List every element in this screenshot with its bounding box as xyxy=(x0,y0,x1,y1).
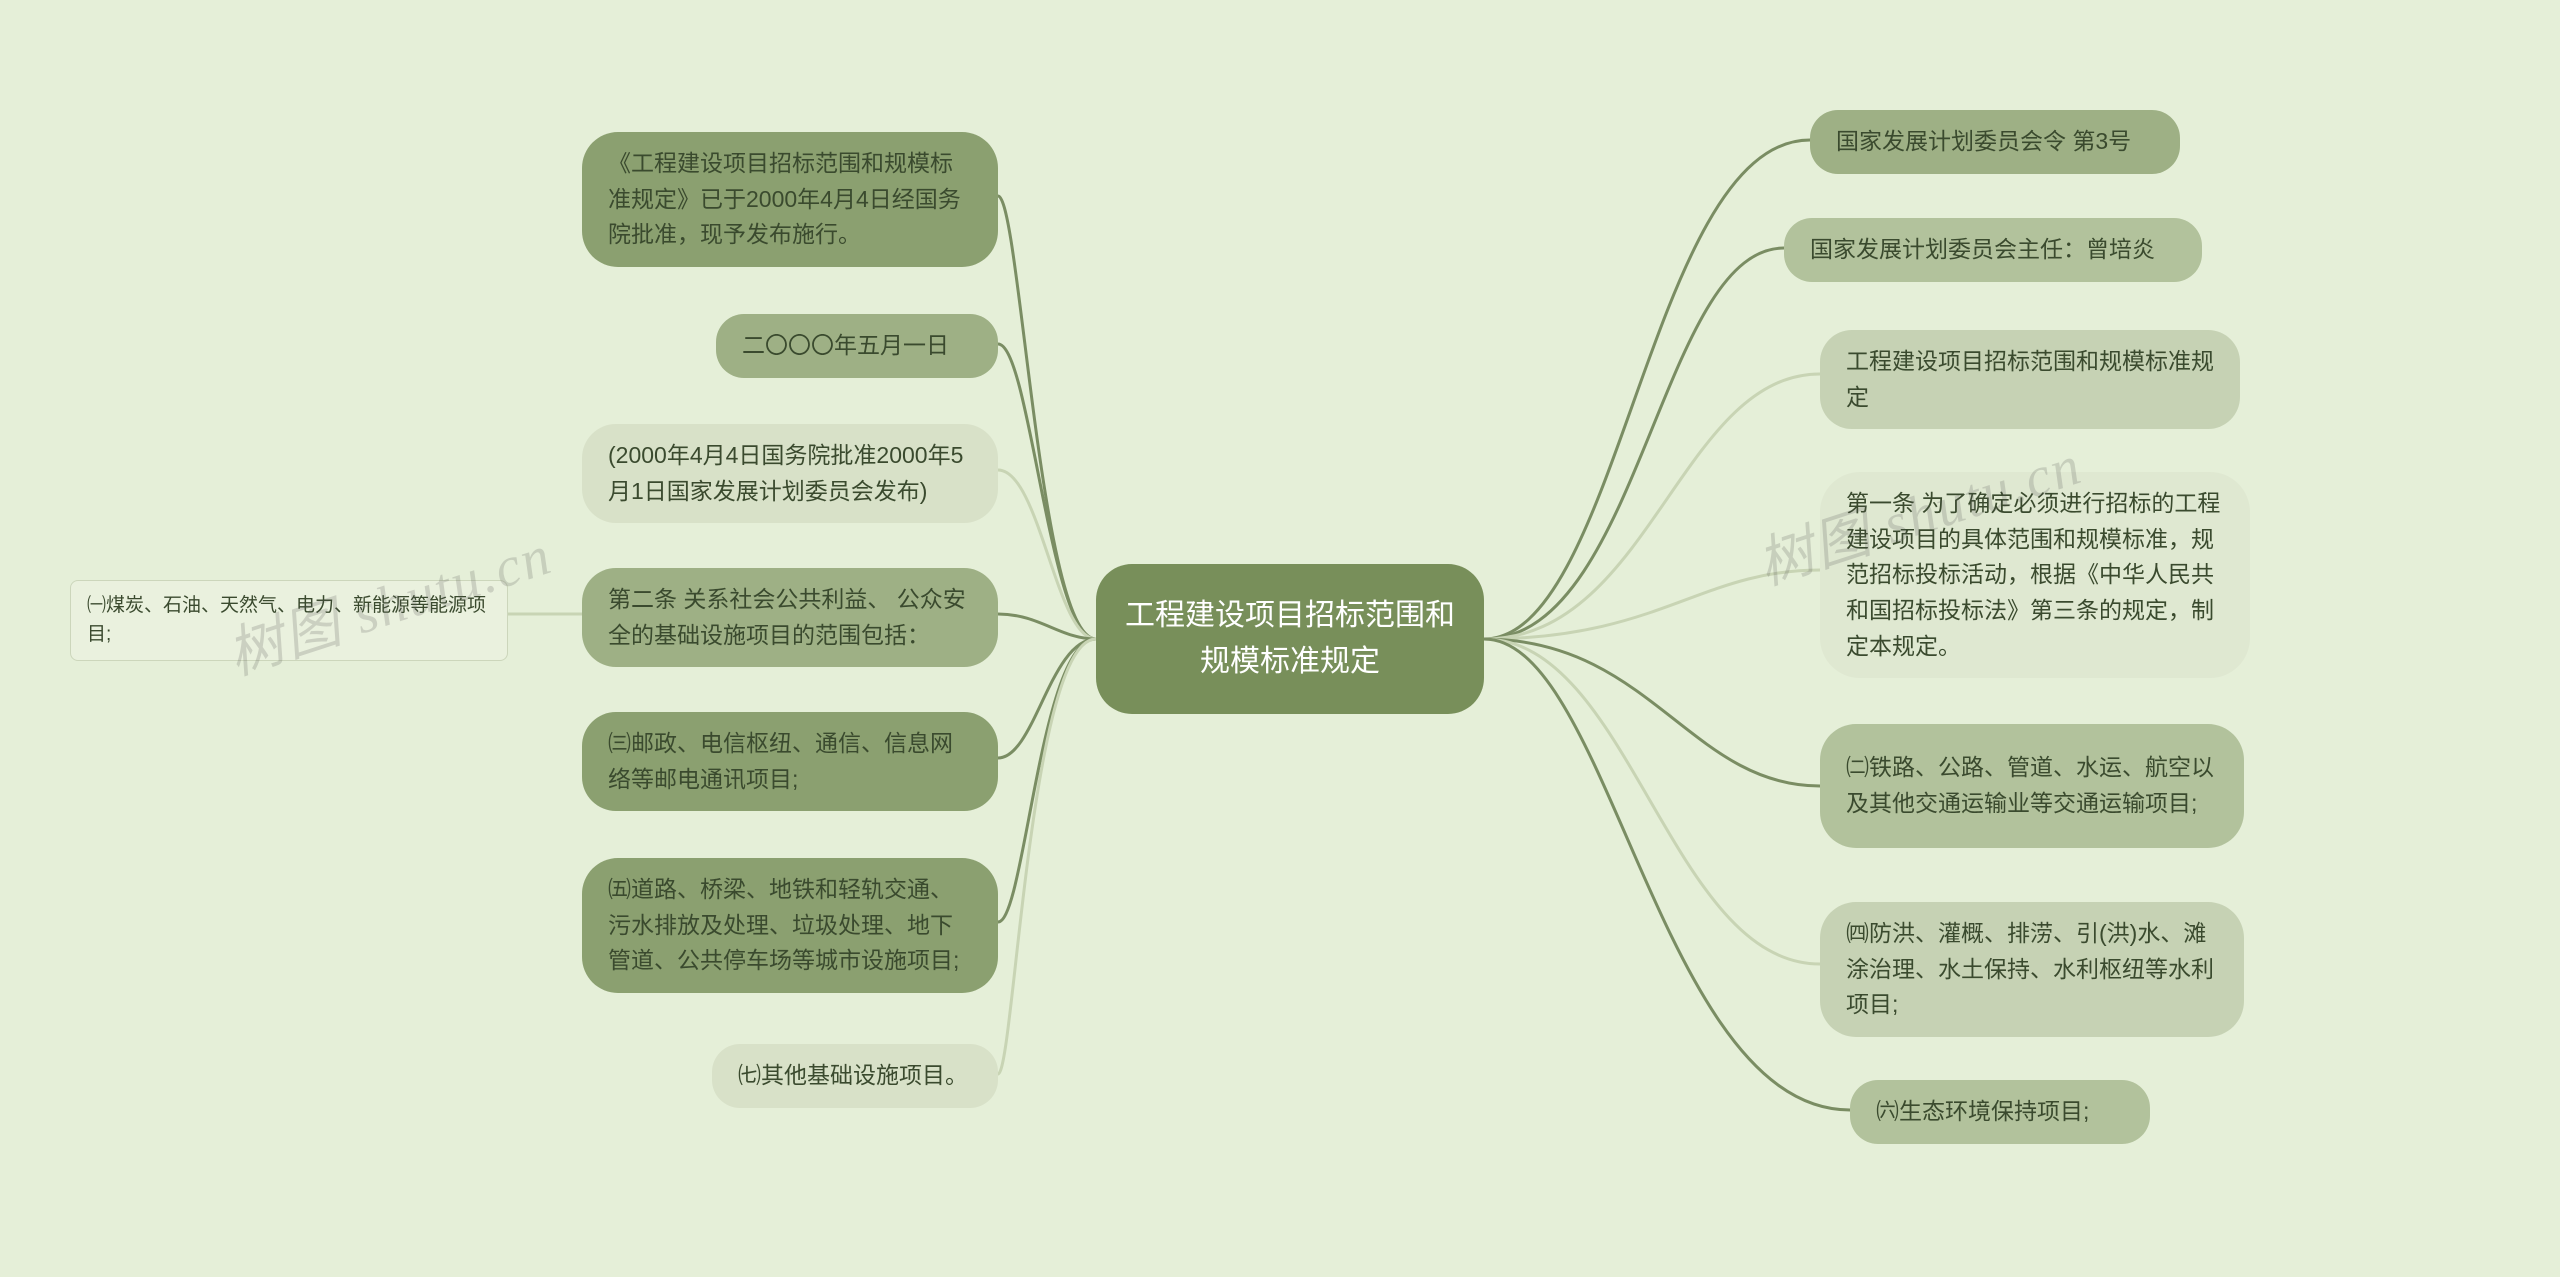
node-text: ㈡铁路、公路、管道、水运、航空以及其他交通运输业等交通运输项目; xyxy=(1846,750,2218,821)
node-text: 工程建设项目招标范围和规模标准规定 xyxy=(1846,344,2214,415)
edge xyxy=(1484,570,1820,639)
mindmap-canvas: 工程建设项目招标范围和规模标准规定 国家发展计划委员会令 第3号国家发展计划委员会… xyxy=(0,0,2560,1277)
node-text: 二〇〇〇年五月一日 xyxy=(742,328,949,364)
node-text: 第一条 为了确定必须进行招标的工程建设项目的具体范围和规模标准，规范招标投标活动… xyxy=(1846,486,2224,664)
node-r4[interactable]: ㈡铁路、公路、管道、水运、航空以及其他交通运输业等交通运输项目; xyxy=(1820,724,2244,848)
edge xyxy=(998,639,1096,922)
node-l1[interactable]: 二〇〇〇年五月一日 xyxy=(716,314,998,378)
center-node[interactable]: 工程建设项目招标范围和规模标准规定 xyxy=(1096,564,1484,714)
child-text: ㈠煤炭、石油、天然气、电力、新能源等能源项目; xyxy=(87,591,491,650)
edge xyxy=(998,639,1096,758)
center-text: 工程建设项目招标范围和规模标准规定 xyxy=(1122,593,1458,686)
node-r6[interactable]: ㈥生态环境保持项目; xyxy=(1850,1080,2150,1144)
node-text: ㈢邮政、电信枢纽、通信、信息网络等邮电通讯项目; xyxy=(608,726,972,797)
node-r5[interactable]: ㈣防洪、灌概、排涝、引(洪)水、滩涂治理、水土保持、水利枢纽等水利项目; xyxy=(1820,902,2244,1037)
node-l2[interactable]: (2000年4月4日国务院批准2000年5月1日国家发展计划委员会发布) xyxy=(582,424,998,523)
edge xyxy=(998,639,1096,1074)
node-text: (2000年4月4日国务院批准2000年5月1日国家发展计划委员会发布) xyxy=(608,438,972,509)
edge xyxy=(1484,140,1810,639)
child-node[interactable]: ㈠煤炭、石油、天然气、电力、新能源等能源项目; xyxy=(70,580,508,661)
edge xyxy=(1484,639,1820,786)
node-text: ㈦其他基础设施项目。 xyxy=(738,1058,968,1094)
node-text: 国家发展计划委员会令 第3号 xyxy=(1836,124,2131,160)
edge xyxy=(998,614,1096,639)
edge xyxy=(1484,639,1850,1110)
node-text: 《工程建设项目招标范围和规模标准规定》已于2000年4月4日经国务院批准，现予发… xyxy=(608,146,972,253)
edge xyxy=(1484,248,1784,639)
node-text: ㈥生态环境保持项目; xyxy=(1876,1094,2089,1130)
edge xyxy=(1484,374,1820,639)
node-l3[interactable]: 第二条 关系社会公共利益、 公众安全的基础设施项目的范围包括： xyxy=(582,568,998,667)
node-r3[interactable]: 第一条 为了确定必须进行招标的工程建设项目的具体范围和规模标准，规范招标投标活动… xyxy=(1820,472,2250,678)
edge xyxy=(998,470,1096,639)
node-r1[interactable]: 国家发展计划委员会主任：曾培炎 xyxy=(1784,218,2202,282)
node-l0[interactable]: 《工程建设项目招标范围和规模标准规定》已于2000年4月4日经国务院批准，现予发… xyxy=(582,132,998,267)
node-r0[interactable]: 国家发展计划委员会令 第3号 xyxy=(1810,110,2180,174)
node-text: ㈣防洪、灌概、排涝、引(洪)水、滩涂治理、水土保持、水利枢纽等水利项目; xyxy=(1846,916,2218,1023)
node-text: 国家发展计划委员会主任：曾培炎 xyxy=(1810,232,2155,268)
edge xyxy=(1484,639,1820,964)
node-l4[interactable]: ㈢邮政、电信枢纽、通信、信息网络等邮电通讯项目; xyxy=(582,712,998,811)
node-r2[interactable]: 工程建设项目招标范围和规模标准规定 xyxy=(1820,330,2240,429)
node-l6[interactable]: ㈦其他基础设施项目。 xyxy=(712,1044,998,1108)
edge xyxy=(998,344,1096,639)
node-text: 第二条 关系社会公共利益、 公众安全的基础设施项目的范围包括： xyxy=(608,582,972,653)
edge xyxy=(998,196,1096,639)
node-l5[interactable]: ㈤道路、桥梁、地铁和轻轨交通、污水排放及处理、垃圾处理、地下管道、公共停车场等城… xyxy=(582,858,998,993)
node-text: ㈤道路、桥梁、地铁和轻轨交通、污水排放及处理、垃圾处理、地下管道、公共停车场等城… xyxy=(608,872,972,979)
